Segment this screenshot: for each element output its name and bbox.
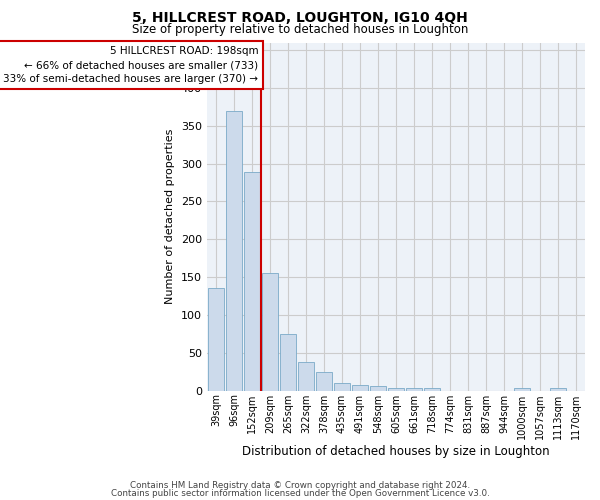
- Bar: [406, 388, 422, 390]
- Bar: [298, 362, 314, 390]
- Bar: [244, 172, 260, 390]
- Text: 5, HILLCREST ROAD, LOUGHTON, IG10 4QH: 5, HILLCREST ROAD, LOUGHTON, IG10 4QH: [132, 11, 468, 25]
- Bar: [352, 384, 368, 390]
- Bar: [550, 388, 566, 390]
- Y-axis label: Number of detached properties: Number of detached properties: [166, 129, 175, 304]
- Bar: [370, 386, 386, 390]
- Text: 5 HILLCREST ROAD: 198sqm
← 66% of detached houses are smaller (733)
33% of semi-: 5 HILLCREST ROAD: 198sqm ← 66% of detach…: [3, 46, 258, 84]
- Bar: [208, 288, 224, 391]
- X-axis label: Distribution of detached houses by size in Loughton: Distribution of detached houses by size …: [242, 444, 550, 458]
- Bar: [226, 112, 242, 390]
- Bar: [514, 388, 530, 390]
- Bar: [388, 388, 404, 390]
- Text: Contains HM Land Registry data © Crown copyright and database right 2024.: Contains HM Land Registry data © Crown c…: [130, 481, 470, 490]
- Bar: [316, 372, 332, 390]
- Text: Contains public sector information licensed under the Open Government Licence v3: Contains public sector information licen…: [110, 489, 490, 498]
- Text: Size of property relative to detached houses in Loughton: Size of property relative to detached ho…: [132, 24, 468, 36]
- Bar: [424, 388, 440, 390]
- Bar: [280, 334, 296, 390]
- Bar: [334, 383, 350, 390]
- Bar: [262, 274, 278, 390]
